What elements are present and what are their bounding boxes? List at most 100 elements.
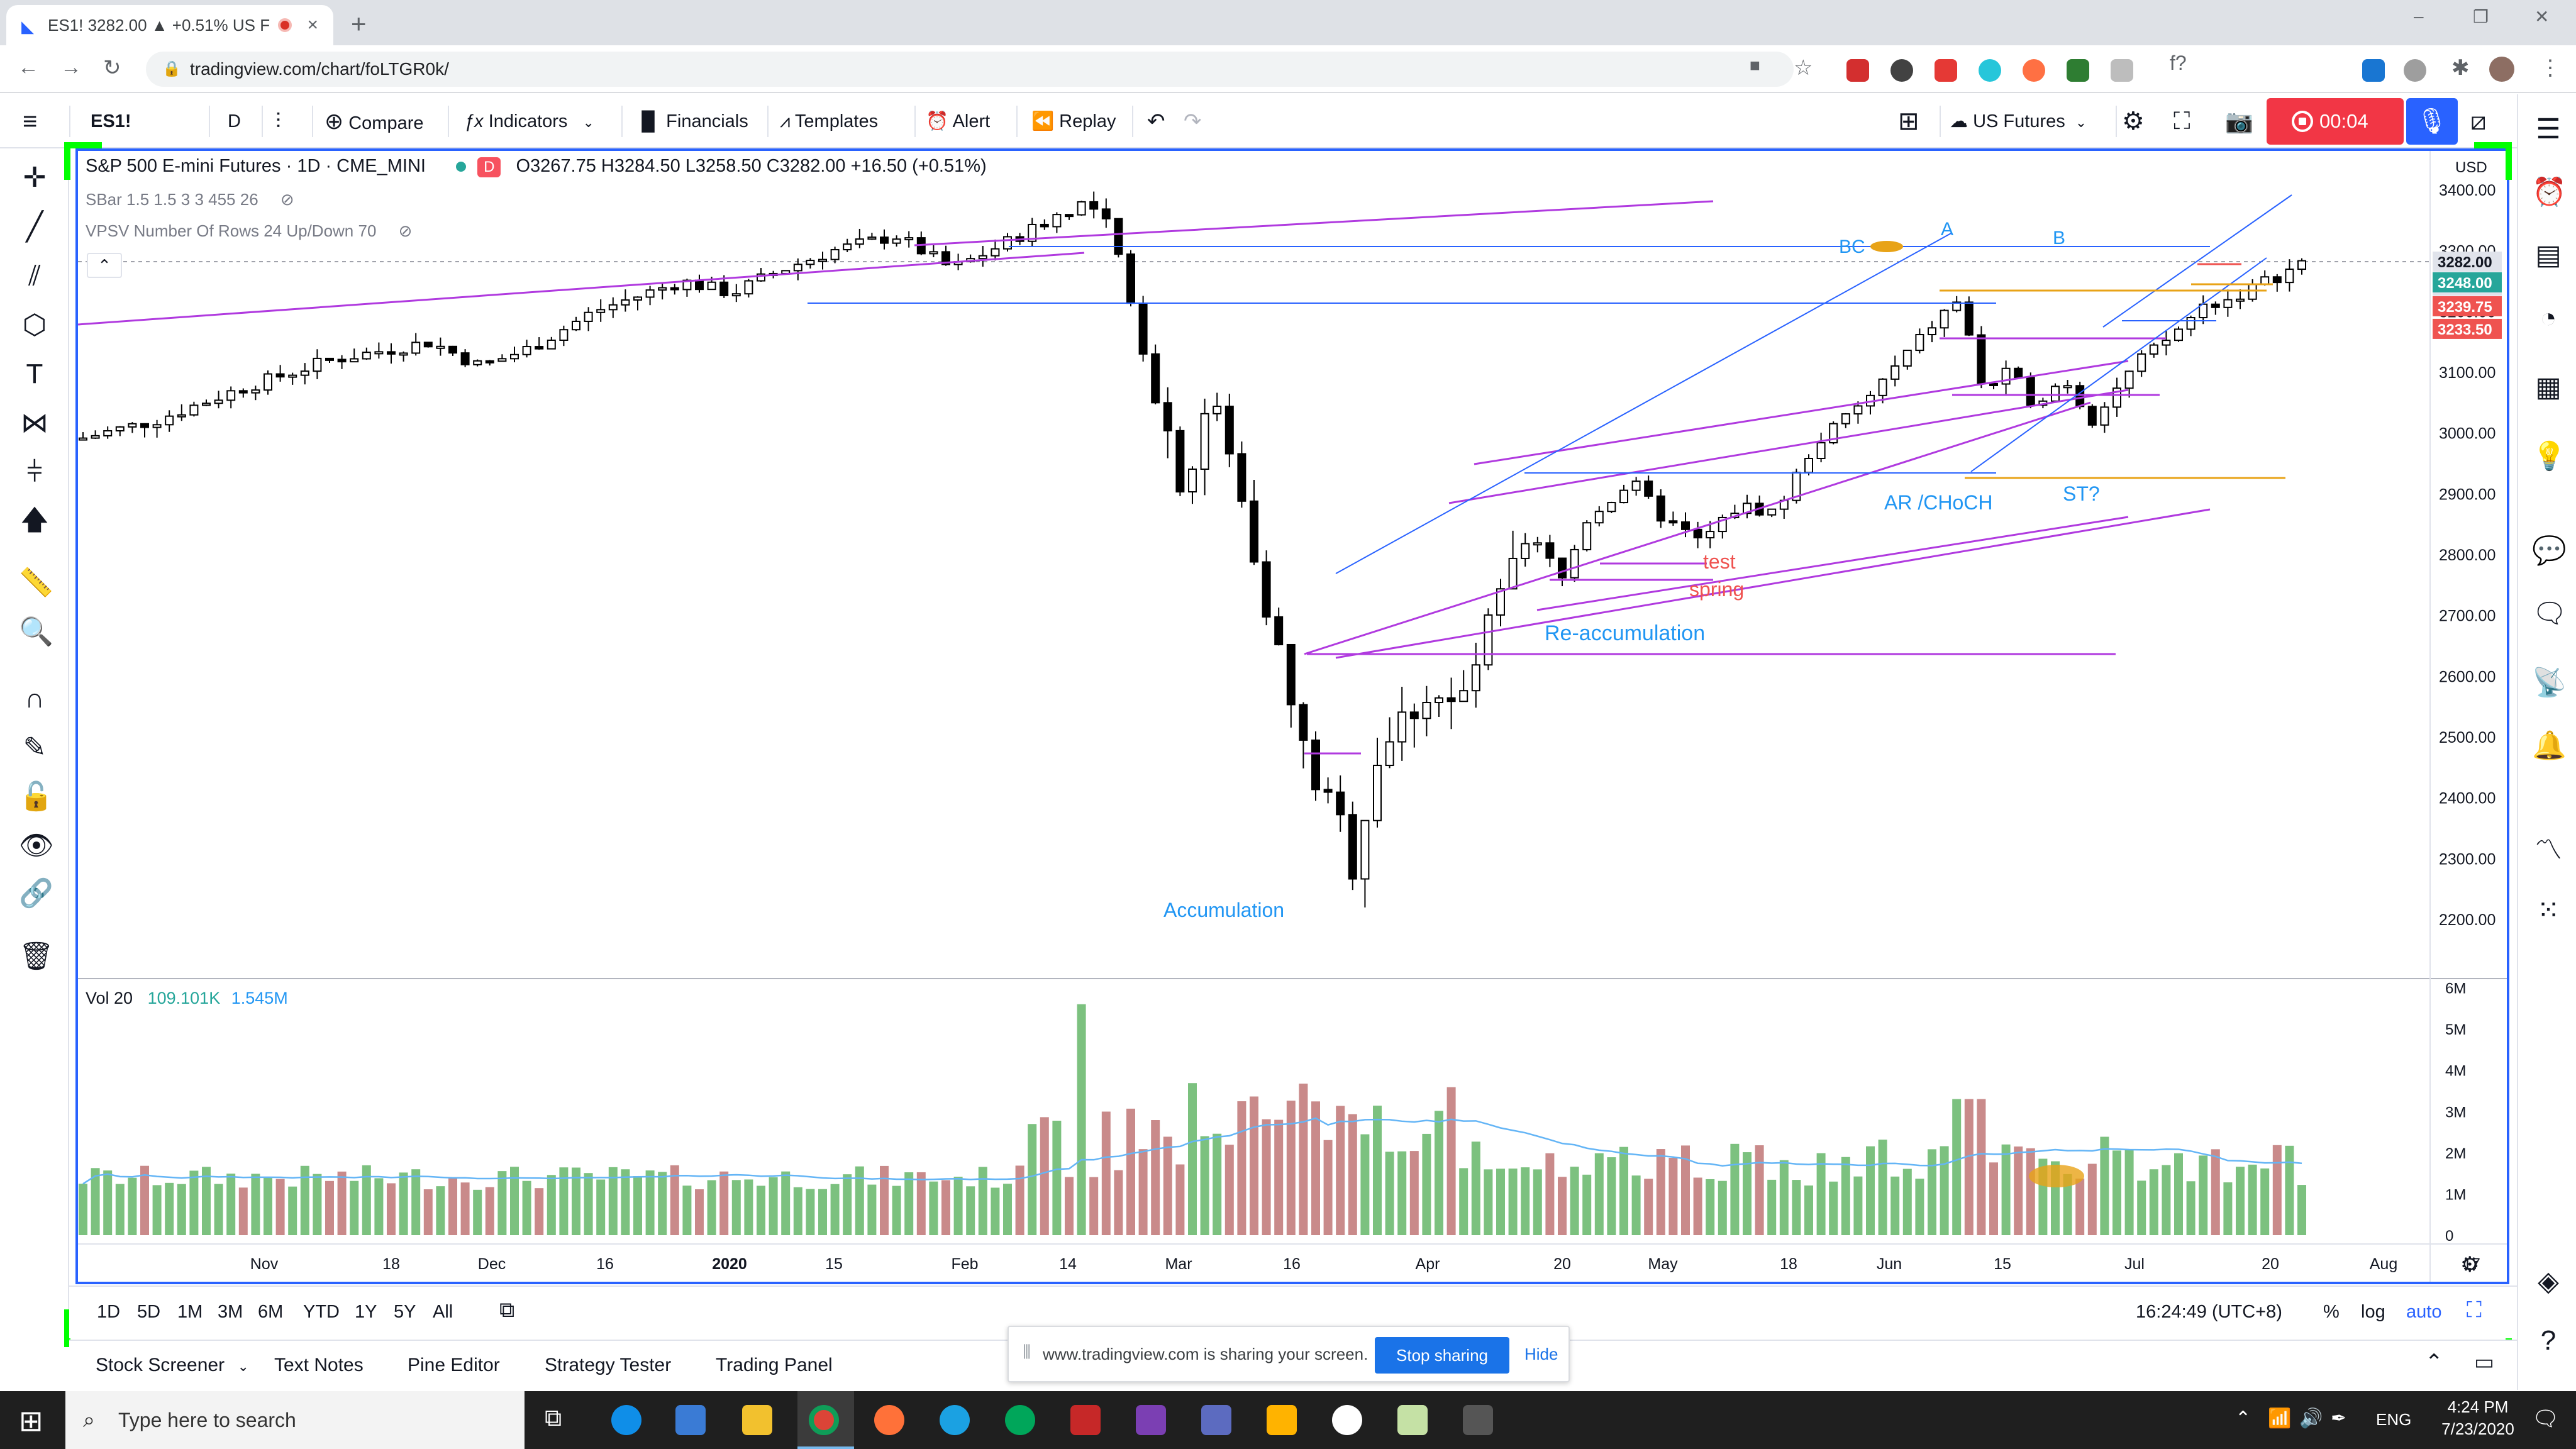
youtube-extension-icon[interactable] — [1935, 59, 1957, 82]
extension-fx-icon[interactable]: f? — [2170, 52, 2187, 74]
extensions-puzzle-icon[interactable]: ✱ — [2451, 56, 2470, 80]
percent-scale-toggle[interactable]: % — [2323, 1302, 2340, 1322]
tab-strategy-tester[interactable]: Strategy Tester — [545, 1355, 672, 1375]
candles-style-icon[interactable]: ⫶ — [275, 109, 281, 133]
period-3m[interactable]: 3M — [218, 1302, 243, 1322]
period-6m[interactable]: 6M — [258, 1302, 284, 1322]
url-input[interactable]: 🔒 tradingview.com/chart/foLTGR0k/ — [146, 52, 1794, 87]
calendar-icon[interactable]: ▦ — [2535, 372, 2562, 402]
period-1y[interactable]: 1Y — [355, 1302, 377, 1322]
app-icon-cnx[interactable] — [1070, 1405, 1101, 1435]
chevron-up-icon[interactable]: ⌃ — [2425, 1350, 2443, 1374]
templates-button[interactable]: ⩘ Templates — [780, 94, 878, 148]
log-scale-toggle[interactable]: log — [2361, 1302, 2385, 1322]
maximize-panel-icon[interactable]: ▭ — [2474, 1350, 2495, 1374]
collapse-legend-icon[interactable]: ⌃ — [87, 253, 122, 278]
drag-handle-icon[interactable]: ⦀ — [1023, 1342, 1031, 1363]
alerts-clock-icon[interactable]: ⏰ — [2532, 177, 2567, 208]
magnet-icon[interactable]: ∩ — [25, 683, 45, 714]
period-1m[interactable]: 1M — [177, 1302, 203, 1322]
tab-stock-screener[interactable]: Stock Screener ⌄ — [96, 1355, 249, 1376]
trash-icon[interactable]: 🗑 — [19, 941, 54, 972]
eye-hidden-icon[interactable]: ⊘ — [398, 221, 413, 240]
maximize-button[interactable]: ❐ — [2473, 7, 2489, 26]
period-5d[interactable]: 5D — [137, 1302, 161, 1322]
stop-sharing-button[interactable]: Stop sharing — [1375, 1337, 1509, 1374]
language-indicator[interactable]: ENG — [2376, 1410, 2412, 1429]
calculator-icon[interactable] — [1201, 1405, 1231, 1435]
browser-menu-icon[interactable]: ⋮ — [2540, 56, 2561, 80]
link-icon[interactable]: 🔗 — [19, 878, 53, 909]
tab-text-notes[interactable]: Text Notes — [274, 1355, 364, 1375]
settings-gear-icon[interactable]: ⚙ — [2122, 108, 2145, 135]
snapshot-camera-icon[interactable]: 📷 — [2225, 108, 2253, 134]
volume-icon[interactable]: 🔊 — [2299, 1408, 2323, 1429]
undo-icon[interactable]: ↶ — [1147, 109, 1165, 133]
chats-icon[interactable]: 💬 — [2532, 535, 2567, 566]
indicators-button[interactable]: ƒx Indicators ⌄ — [464, 94, 594, 148]
compare-button[interactable]: ⊕ Compare — [325, 94, 424, 148]
alert-button[interactable]: ⏰ Alert — [926, 94, 990, 148]
volume-legend[interactable]: Vol 20 109.101K 1.545M — [86, 989, 288, 1008]
data-window-icon[interactable]: ▤ — [2535, 240, 2562, 270]
chart-legend[interactable]: S&P 500 E-mini Futures · 1D · CME_MINI D… — [86, 156, 987, 177]
notifications-icon[interactable]: 🗨 — [2532, 1407, 2560, 1431]
extension-icon-4[interactable] — [1979, 59, 2001, 82]
microphone-button[interactable]: 🎙 — [2406, 98, 2458, 145]
back-icon[interactable]: ← — [18, 55, 39, 79]
crosshair-icon[interactable]: ✛ — [23, 162, 47, 193]
firefox-icon[interactable] — [874, 1405, 904, 1435]
zoom-in-icon[interactable]: 🔍 — [19, 616, 53, 647]
fullscreen-icon[interactable]: ⛶ — [2174, 108, 2190, 135]
adblock-extension-icon[interactable] — [1846, 59, 1869, 82]
eye-hidden-icon[interactable]: ⊘ — [280, 190, 294, 209]
app-icon-green[interactable] — [1005, 1405, 1035, 1435]
messages-icon[interactable]: 🗨 — [2532, 598, 2567, 629]
extension-icon-5[interactable] — [2023, 59, 2045, 82]
extension-icon-7[interactable] — [2111, 59, 2133, 82]
reload-icon[interactable]: ↻ — [103, 56, 121, 80]
fit-screen-icon[interactable]: ⛶ — [2467, 1298, 2482, 1322]
tab-pine-editor[interactable]: Pine Editor — [408, 1355, 500, 1375]
hide-button[interactable]: Hide — [1524, 1345, 1558, 1363]
fib-pitchfork-icon[interactable]: ⫽ — [28, 260, 41, 291]
tab-trading-panel[interactable]: Trading Panel — [716, 1355, 833, 1375]
chrome-icon[interactable] — [809, 1405, 839, 1435]
interval-button[interactable]: D — [228, 111, 241, 131]
eye-icon[interactable]: 👁 — [19, 830, 54, 861]
symbol-search-button[interactable]: ES1! — [91, 111, 131, 131]
taskbar-search-input[interactable]: ⌕ Type here to search — [65, 1391, 525, 1449]
hide-drawings-icon[interactable]: ⧄ — [2470, 108, 2487, 135]
taskbar-clock[interactable]: 4:24 PM 7/23/2020 — [2440, 1397, 2516, 1439]
depth-icon[interactable]: ⁙ — [2536, 895, 2560, 926]
extension-icon-2[interactable] — [1890, 59, 1913, 82]
sticky-notes-icon[interactable] — [1397, 1405, 1428, 1435]
text-tool-icon[interactable]: T — [26, 358, 43, 389]
financials-button[interactable]: ▐▌ Financials — [635, 94, 748, 148]
ruler-icon[interactable]: 📏 — [19, 567, 53, 598]
clock[interactable]: 16:24:49 (UTC+8) — [2136, 1302, 2282, 1322]
patterns-icon[interactable]: ⋈ — [21, 408, 48, 438]
forward-icon[interactable]: → — [60, 55, 82, 79]
arrow-up-icon[interactable]: 🡅 — [20, 504, 49, 535]
network-icon[interactable]: 📶 — [2268, 1408, 2292, 1429]
pen-icon[interactable]: ✒ — [2331, 1408, 2347, 1429]
ideas-bulb-icon[interactable]: 💡 — [2532, 441, 2567, 472]
layout-grid-icon[interactable]: ⊞ — [1898, 108, 1919, 135]
tab-close-button[interactable]: × — [307, 14, 318, 35]
chart-pane[interactable]: 3400.003300.003200.003100.003000.002900.… — [75, 148, 2509, 1284]
trend-line-icon[interactable]: ╱ — [26, 211, 43, 242]
window-close-button[interactable]: ✕ — [2534, 7, 2550, 26]
tray-chevron-up-icon[interactable]: ⌃ — [2235, 1408, 2251, 1429]
hotlists-icon[interactable]: ◔ — [2540, 303, 2557, 333]
bookmark-star-icon[interactable]: ☆ — [1794, 56, 1813, 80]
layers-icon[interactable]: ◈ — [2538, 1266, 2559, 1297]
indicator-vpsv[interactable]: VPSV Number Of Rows 24 Up/Down 70 ⊘ — [86, 221, 412, 241]
file-explorer-icon[interactable] — [742, 1405, 772, 1435]
streams-icon[interactable]: 📡 — [2532, 667, 2567, 698]
browser-tab[interactable]: ◣ ES1! 3282.00 ▲ +0.51% US F × — [6, 5, 333, 45]
price-chart[interactable]: 3400.003300.003200.003100.003000.002900.… — [78, 151, 2507, 1282]
extension-icon-6[interactable] — [2067, 59, 2089, 82]
help-icon[interactable]: ? — [2540, 1325, 2557, 1356]
maps-icon[interactable] — [1332, 1405, 1362, 1435]
